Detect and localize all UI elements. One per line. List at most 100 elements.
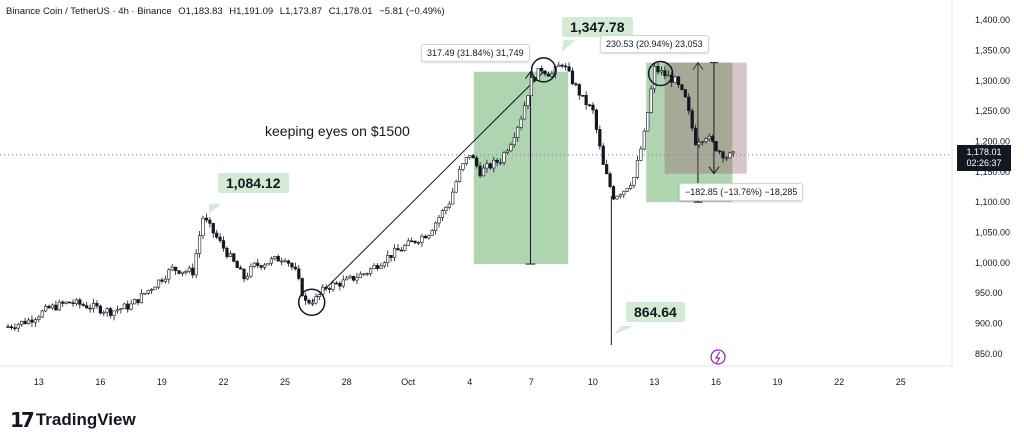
callout-wick-pointer <box>613 326 634 335</box>
candle-body <box>6 326 10 328</box>
candle-body <box>57 301 61 311</box>
candle-body <box>622 190 626 196</box>
candle-body <box>605 164 609 175</box>
candle-body <box>396 248 400 251</box>
candle-body <box>290 262 294 268</box>
candle-body <box>416 241 421 244</box>
y-tick-label: 1,400.00 <box>975 15 1010 25</box>
x-tick-label: Oct <box>401 377 416 387</box>
candle-body <box>358 273 362 279</box>
candle-body <box>423 235 427 239</box>
y-tick-label: 1,050.00 <box>975 228 1010 238</box>
candle-body <box>187 267 191 272</box>
candle-body <box>717 150 722 153</box>
candle-body <box>23 320 27 325</box>
candle-body <box>156 279 161 288</box>
y-tick-label: 1,100.00 <box>975 197 1010 207</box>
candle-body <box>276 256 280 262</box>
candle-body <box>153 286 157 290</box>
candle-body <box>273 256 277 260</box>
candle-body <box>574 83 578 86</box>
candle-body <box>146 289 150 294</box>
candle-body <box>509 144 513 152</box>
candle-body <box>232 253 236 262</box>
candle-body <box>78 299 82 305</box>
candle-body <box>167 269 171 280</box>
candle-body <box>314 296 318 304</box>
candle-body <box>598 129 602 147</box>
y-tick-label: 1,200.00 <box>975 136 1010 146</box>
candle-body <box>663 70 667 77</box>
candle-body <box>512 137 516 146</box>
candle-body <box>362 273 366 276</box>
candle-body <box>499 162 503 164</box>
tradingview-logo[interactable]: 17 TradingView <box>10 408 136 432</box>
candle-body <box>208 219 212 224</box>
candle-body <box>642 130 646 150</box>
candle-body <box>382 262 386 267</box>
candle-body <box>454 181 458 193</box>
candle-body <box>502 152 506 163</box>
candle-body <box>269 258 274 264</box>
candle-body <box>488 163 492 169</box>
callout-peak-pointer <box>561 40 576 52</box>
last-price-value: 1,178.01 <box>966 147 1002 157</box>
trendline <box>311 71 544 303</box>
candle-body <box>115 309 120 312</box>
candle-body <box>351 275 356 281</box>
candle-body <box>122 303 126 309</box>
highlight-circle-1 <box>297 288 326 317</box>
candle-body <box>676 76 681 85</box>
candle-body <box>47 305 51 309</box>
ohlc-high: H1,191.09 <box>229 6 274 17</box>
callout-1084-pointer <box>208 203 221 214</box>
tradingview-logo-text: TradingView <box>35 410 136 429</box>
candle-body <box>50 304 55 309</box>
candle-body <box>656 66 660 73</box>
last-price-label: 1,178.01 02:26:37 <box>957 145 1011 171</box>
candle-body <box>721 151 725 159</box>
candle-body <box>143 292 147 295</box>
candle-body <box>714 141 718 152</box>
candle-body <box>61 301 65 304</box>
candle-body <box>557 64 561 68</box>
candle-body <box>338 282 342 287</box>
candle-body <box>136 299 140 304</box>
candle-body <box>577 84 581 96</box>
candle-body <box>471 155 475 159</box>
candle-body <box>95 303 99 307</box>
candle-body <box>297 268 301 279</box>
candle-body <box>646 112 650 132</box>
candle-body <box>451 191 455 205</box>
candle-body <box>88 307 92 310</box>
candle-body <box>33 319 37 323</box>
ohlc-change: −5.81 (−0.49%) <box>379 6 445 17</box>
measure-arrowhead-2 <box>692 61 704 70</box>
candle-body <box>249 266 253 277</box>
candle-body <box>519 118 523 128</box>
candle-body <box>475 157 479 167</box>
candle-body <box>611 186 616 200</box>
candle-body <box>485 163 489 169</box>
candle-body <box>632 176 636 186</box>
candle-body <box>526 95 530 106</box>
x-tick-label: 22 <box>218 377 228 387</box>
candle-body <box>581 94 585 97</box>
ohlc-open: O1,183.83 <box>178 6 223 17</box>
candle-body <box>447 203 451 208</box>
candle-body <box>119 308 123 311</box>
candle-body <box>673 76 677 83</box>
candle-body <box>516 126 520 138</box>
candle-body <box>262 264 267 268</box>
candle-body <box>252 262 256 267</box>
candle-body <box>20 320 24 325</box>
measure-label-1: 317.49 (31.84%) 31,749 <box>421 44 530 62</box>
candle-body <box>215 232 219 238</box>
bar-countdown: 02:26:37 <box>966 158 1002 168</box>
candle-body <box>543 70 547 75</box>
candle-body <box>389 254 393 258</box>
candle-body <box>591 104 595 111</box>
candle-body <box>37 316 41 320</box>
candle-body <box>564 65 568 68</box>
